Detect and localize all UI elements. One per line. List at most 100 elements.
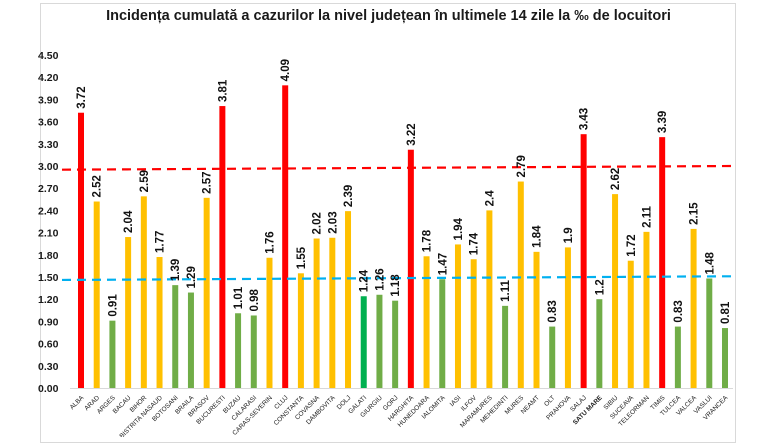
bar-hunedoara [423, 256, 430, 388]
bar-iasi [454, 244, 461, 388]
y-tick-label: 2.70 [38, 183, 59, 195]
value-label: 2.15 [689, 202, 701, 225]
value-label: 1.78 [422, 229, 434, 252]
y-tick-label: 0.30 [38, 361, 59, 373]
value-label: 1.55 [296, 246, 308, 269]
bar-satu-mare [596, 299, 603, 388]
value-label: 2.52 [92, 175, 104, 197]
bar-valcea [690, 228, 697, 388]
value-label: 1.2 [594, 279, 606, 295]
bar-mehedinti [502, 305, 509, 388]
value-label: 1.47 [437, 253, 449, 275]
x-tick-label: ALBA [69, 394, 86, 411]
bar-arges [109, 320, 116, 388]
value-label: 3.43 [579, 108, 591, 130]
bars [78, 85, 728, 388]
bar-mures [517, 181, 524, 388]
bar-olt [549, 326, 556, 388]
y-tick-label: 1.20 [38, 294, 59, 306]
value-label: 2.4 [484, 190, 496, 207]
value-label: 0.98 [249, 288, 261, 311]
value-label: 1.18 [390, 274, 402, 297]
y-tick-label: 2.40 [38, 205, 59, 217]
bar-tulcea [674, 326, 681, 388]
value-label: 1.24 [359, 269, 371, 292]
value-label: 1.77 [155, 231, 167, 253]
y-tick-label: 1.50 [38, 272, 59, 284]
bar-bistrita-nasaud [156, 257, 163, 388]
bar-timis [659, 137, 666, 388]
value-label: 1.72 [626, 234, 638, 256]
value-label: 2.79 [516, 155, 528, 177]
value-label: 2.11 [641, 206, 653, 228]
bar-buzau [235, 313, 242, 388]
value-label: 1.76 [264, 231, 276, 253]
value-label: 4.09 [280, 59, 292, 81]
value-label: 2.04 [123, 210, 135, 233]
bar-giurgiu [376, 294, 383, 388]
value-label: 1.48 [704, 251, 716, 274]
bar-gorj [392, 300, 399, 388]
bar-ilfov [470, 259, 477, 388]
value-label: 1.26 [374, 268, 386, 290]
chart-title: Incidența cumulată a cazurilor la nivel … [106, 8, 671, 24]
bar-vrancea [722, 328, 728, 388]
value-label: 0.83 [547, 300, 559, 322]
bar-arad [93, 201, 100, 388]
bar-cluj [282, 85, 289, 388]
value-label: 2.57 [202, 171, 214, 193]
value-label: 1.11 [500, 280, 512, 302]
bar-salaj [580, 134, 587, 388]
bar-bihor [140, 196, 147, 388]
reference-line-threshold-3 [61, 164, 737, 171]
value-label: 2.39 [343, 185, 355, 207]
value-label: 1.39 [170, 259, 182, 281]
bar-suceava [627, 260, 634, 388]
bar-maramures [486, 210, 493, 388]
bar-calarasi [250, 315, 257, 388]
value-label: 3.22 [406, 123, 418, 145]
bar-brasov [203, 197, 210, 388]
value-label: 0.91 [107, 294, 119, 317]
bar-prahova [564, 247, 571, 388]
value-label: 3.72 [76, 86, 88, 108]
reference-line-threshold-1.5 [61, 275, 737, 282]
bar-ialomita [439, 279, 446, 388]
y-tick-label: 0.00 [38, 383, 59, 395]
y-tick-label: 3.00 [38, 161, 59, 173]
y-tick-label: 2.10 [38, 228, 59, 240]
reference-lines [61, 164, 737, 282]
bar-alba [78, 112, 84, 388]
y-tick-label: 3.90 [38, 94, 59, 106]
bar-teleorman [643, 231, 650, 388]
bar-botosani [172, 285, 179, 388]
bar-bucuresti [219, 106, 226, 388]
bar-caras-severin [266, 257, 273, 388]
bar-constanta [297, 273, 304, 388]
value-label: 0.83 [673, 300, 685, 322]
value-label: 2.62 [610, 168, 622, 190]
value-label: 1.84 [532, 225, 544, 248]
y-tick-label: 3.60 [38, 117, 59, 129]
y-tick-label: 3.30 [38, 139, 59, 151]
bar-covasna [313, 238, 320, 388]
bar-galati [360, 296, 367, 388]
value-label: 1.29 [186, 266, 198, 288]
bar-sibiu [612, 194, 619, 388]
value-label: 2.02 [312, 212, 324, 234]
value-label: 0.81 [720, 301, 732, 324]
value-label: 1.01 [233, 286, 245, 309]
x-tick-label: BACAU [112, 394, 133, 415]
y-tick-label: 0.60 [38, 339, 59, 351]
value-label: 1.9 [563, 227, 575, 243]
y-tick-label: 4.50 [38, 50, 59, 62]
value-label: 1.74 [469, 232, 481, 255]
bar-bacau [125, 237, 132, 388]
y-axis: 0.00 0.30 0.60 0.90 1.20 1.50 1.80 2.10 2.40 2.70… [38, 50, 733, 395]
bar-dolj [345, 211, 352, 388]
bar-neamt [533, 251, 540, 388]
bar-braila [187, 292, 194, 388]
bar-dambovita [329, 237, 336, 388]
